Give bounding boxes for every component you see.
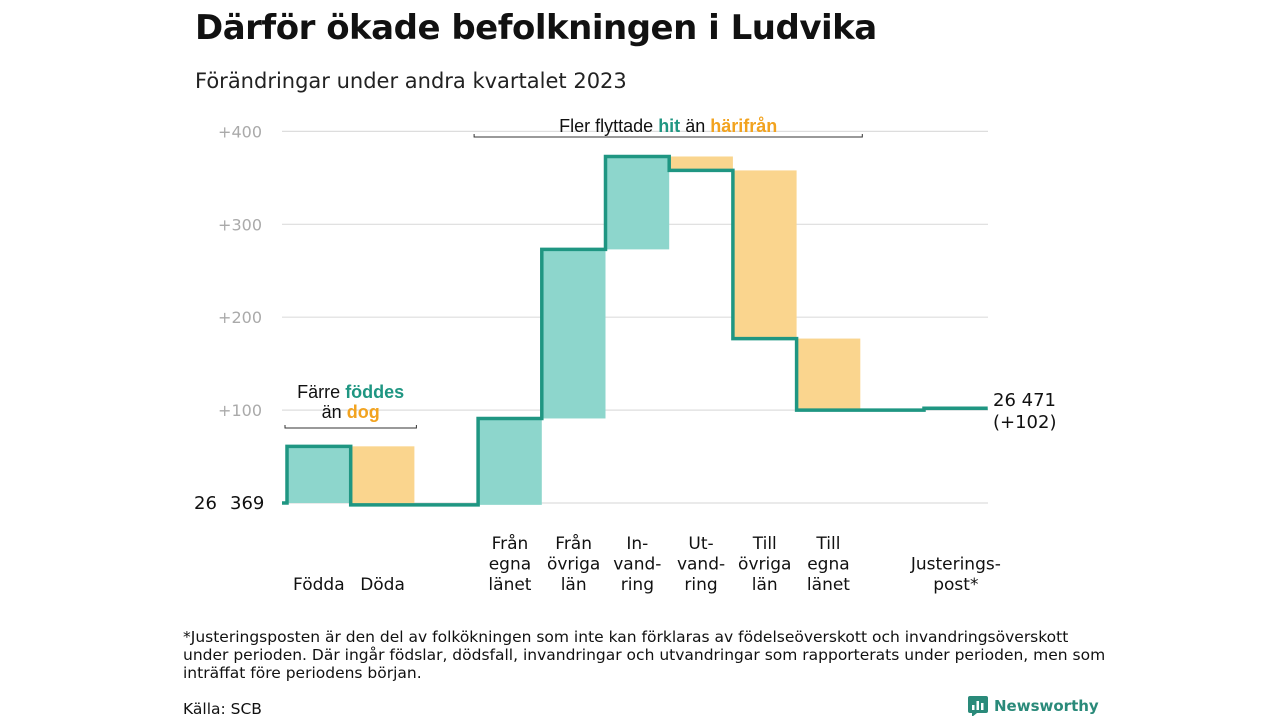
annotation-births-deaths: än dog — [322, 402, 380, 422]
end-value-label: 26 471 — [993, 390, 1056, 411]
category-label: Från — [555, 533, 592, 554]
waterfall-bar — [478, 418, 542, 505]
annotation-bracket — [473, 134, 863, 138]
waterfall-bar — [669, 156, 733, 171]
newsworthy-icon — [968, 696, 988, 716]
y-tick-label: +100 — [218, 401, 262, 420]
chart-title: Därför ökade befolkningen i Ludvika — [195, 8, 877, 48]
waterfall-bar — [605, 156, 670, 250]
annotation-migration: Fler flyttade hit än härifrån — [559, 116, 777, 136]
chart-subtitle: Förändringar under andra kvartalet 2023 — [195, 69, 627, 93]
waterfall-bar — [796, 338, 861, 411]
category-label: Ut- — [688, 534, 713, 554]
category-label: Till — [815, 534, 840, 554]
category-label: In- — [626, 534, 648, 554]
category-label: egna — [807, 555, 849, 575]
category-label: länet — [488, 575, 531, 595]
waterfall-bar — [287, 446, 351, 503]
waterfall-bar — [350, 446, 415, 505]
category-label: post* — [933, 575, 978, 595]
category-label: Till — [752, 534, 777, 554]
category-label: ring — [684, 575, 717, 595]
category-label: vand- — [613, 555, 661, 575]
waterfall-bar — [541, 249, 606, 419]
footnote: *Justeringsposten är den del av folkökni… — [183, 628, 1106, 682]
newsworthy-logo: Newsworthy — [968, 696, 1099, 716]
category-label: län — [752, 575, 778, 595]
y-tick-label: +300 — [218, 215, 262, 234]
category-label: länet — [807, 575, 850, 595]
category-label: län — [561, 575, 587, 595]
category-label: övriga — [738, 555, 791, 575]
y-tick-label: +200 — [218, 308, 262, 327]
category-label: Döda — [360, 575, 405, 595]
y-tick-label: +400 — [218, 122, 262, 141]
category-label: övriga — [547, 555, 600, 575]
category-label: ring — [621, 575, 654, 595]
end-value-label: (+102) — [993, 412, 1056, 433]
category-label: Födda — [293, 575, 345, 595]
start-value-label: 26 — [194, 493, 217, 514]
category-label: Från — [492, 533, 529, 554]
brand-name: Newsworthy — [994, 697, 1099, 715]
annotation-bracket — [284, 425, 417, 429]
waterfall-bar — [732, 170, 797, 339]
category-label: egna — [489, 555, 531, 575]
cumulative-step-line — [282, 154, 988, 507]
source-label: Källa: SCB — [183, 700, 262, 718]
category-label: vand- — [677, 555, 725, 575]
category-label: Justerings- — [910, 555, 1001, 575]
start-value-label: 369 — [230, 493, 264, 514]
annotation-births-deaths: Färre föddes — [297, 382, 404, 402]
